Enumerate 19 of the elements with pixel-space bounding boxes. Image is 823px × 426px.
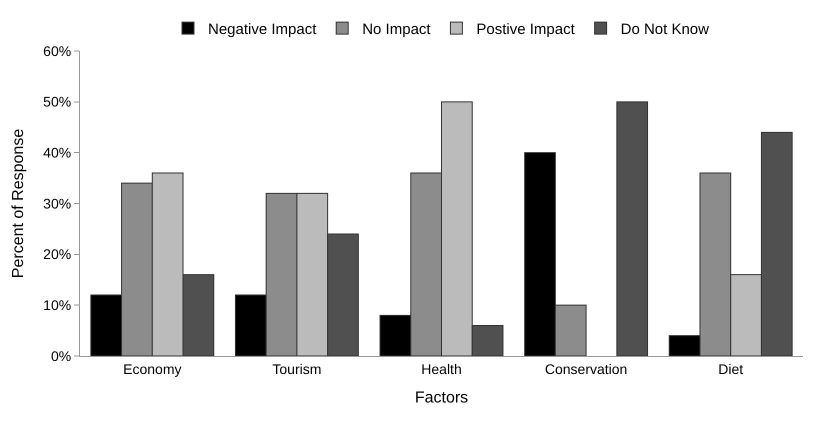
bar — [616, 101, 648, 356]
legend-label: No Impact — [362, 21, 432, 38]
legend-label: Do Not Know — [620, 21, 710, 38]
y-tick-label: 30% — [43, 195, 72, 212]
y-tick-label: 60% — [43, 42, 72, 59]
x-tick-label: Diet — [718, 360, 744, 377]
x-tick-label: Health — [421, 360, 462, 377]
x-tick-label: Tourism — [272, 360, 322, 377]
y-tick-label: 10% — [43, 297, 72, 314]
legend-label: Postive Impact — [476, 21, 576, 38]
y-tick-label: 0% — [50, 348, 72, 364]
x-tick-label: Economy — [123, 360, 182, 377]
y-tick-label: 50% — [43, 94, 72, 110]
legend-label: Negative Impact — [208, 21, 318, 38]
y-axis-title: Percent of Response — [10, 128, 28, 278]
x-axis-title: Factors — [414, 390, 468, 406]
x-tick-label: Conservation — [544, 360, 628, 377]
y-tick-label: 20% — [43, 246, 72, 262]
y-tick-label: 40% — [43, 144, 72, 161]
